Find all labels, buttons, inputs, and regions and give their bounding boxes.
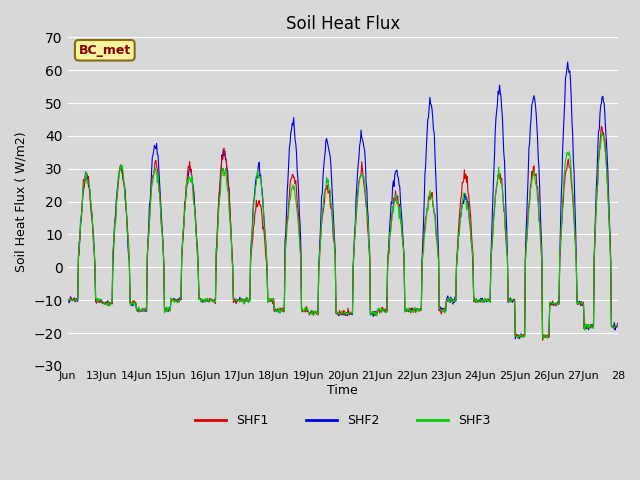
- SHF2: [614, 322, 621, 327]
- SHF3: [230, 295, 237, 301]
- SHF2: [399, 240, 407, 246]
- SHF2: [129, 303, 136, 309]
- SHF3: [257, 176, 264, 181]
- SHF3: [540, 336, 547, 342]
- SHF3: [614, 323, 621, 328]
- SHF2: [430, 130, 438, 135]
- Line: SHF2: SHF2: [68, 62, 618, 339]
- Title: Soil Heat Flux: Soil Heat Flux: [285, 15, 400, 33]
- SHF1: [539, 337, 547, 343]
- Line: SHF3: SHF3: [68, 133, 618, 339]
- Line: SHF1: SHF1: [68, 126, 618, 340]
- SHF2: [257, 172, 264, 178]
- SHF2: [278, 306, 285, 312]
- SHF1: [430, 211, 438, 217]
- SHF3: [430, 209, 438, 215]
- Text: BC_met: BC_met: [79, 44, 131, 57]
- SHF3: [399, 244, 407, 250]
- SHF1: [399, 246, 407, 252]
- SHF2: [64, 299, 72, 304]
- SHF2: [564, 59, 572, 65]
- SHF1: [614, 320, 621, 326]
- SHF3: [598, 131, 606, 136]
- SHF1: [257, 202, 264, 208]
- SHF3: [278, 308, 285, 314]
- Legend: SHF1, SHF2, SHF3: SHF1, SHF2, SHF3: [190, 409, 496, 432]
- SHF1: [278, 308, 285, 313]
- Y-axis label: Soil Heat Flux ( W/m2): Soil Heat Flux ( W/m2): [15, 132, 28, 272]
- SHF1: [598, 123, 605, 129]
- SHF2: [511, 336, 519, 342]
- SHF2: [230, 296, 237, 301]
- SHF3: [64, 296, 72, 302]
- SHF3: [129, 300, 136, 306]
- SHF1: [129, 300, 136, 306]
- SHF1: [64, 298, 72, 303]
- SHF1: [230, 300, 237, 305]
- X-axis label: Time: Time: [328, 384, 358, 396]
